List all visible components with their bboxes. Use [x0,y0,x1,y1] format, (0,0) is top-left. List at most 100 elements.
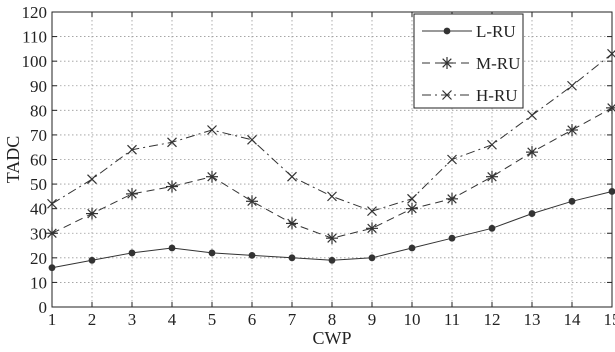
marker-stroke [487,171,497,182]
y-tick-label: 100 [22,52,48,71]
data-point [326,232,338,245]
data-point [288,254,296,262]
x-tick-label: 1 [48,310,57,329]
x-tick-label: 15 [604,310,615,329]
data-point [206,170,218,183]
x-tick-label: 6 [248,310,257,329]
series-line [51,53,613,212]
x-tick-label: 2 [88,310,97,329]
data-point [287,171,297,182]
series-lines [46,48,615,272]
marker-stroke [47,198,57,209]
data-point [87,174,97,185]
data-point [528,210,536,217]
marker-stroke [327,233,337,243]
x-tick-label: 12 [484,310,501,329]
x-axis-title: CWP [312,328,351,348]
data-point [247,134,257,145]
data-point [446,192,458,205]
data-point [606,101,615,114]
series-2 [47,48,615,217]
data-point [168,244,176,252]
data-point [166,180,178,193]
data-point [608,188,615,195]
y-tick-label: 70 [30,126,47,145]
marker-stroke [567,80,577,91]
marker-stroke [442,58,452,68]
data-point [48,264,56,272]
x-tick-label: 5 [208,310,217,329]
legend-label: L-RU [476,22,516,41]
data-point [127,144,137,155]
data-point [368,254,376,262]
marker-stroke [287,218,297,229]
data-point [47,198,57,209]
data-point [526,146,538,159]
series-1 [46,101,615,245]
x-tick-label: 10 [404,310,421,329]
marker-stroke [447,194,457,204]
legend: L-RU M-RU H-RU [413,13,524,109]
marker-stroke [87,208,97,219]
legend-box [413,13,524,109]
data-point [487,139,497,150]
data-point [447,154,457,165]
marker-stroke [247,134,257,145]
marker-stroke [127,189,137,199]
marker-stroke [367,223,377,234]
data-point [607,48,615,59]
data-point [527,110,537,121]
x-tick-label: 7 [288,310,297,329]
marker-stroke [47,228,57,238]
y-tick-label: 10 [30,273,47,292]
data-point [407,193,417,204]
legend-item: H-RU [422,86,518,105]
y-tick-label: 30 [30,224,47,243]
series-0 [48,188,615,272]
marker-stroke [87,174,97,185]
data-point [408,244,416,252]
data-point [567,80,577,91]
y-tick-label: 110 [22,28,47,47]
x-tick-label: 4 [168,310,177,329]
data-point [126,187,138,200]
data-point [486,170,498,183]
data-point [286,217,298,230]
data-point [366,222,378,235]
legend-item: M-RU [422,54,520,73]
data-point [566,124,578,136]
data-point [367,206,377,217]
data-point [443,27,451,35]
data-point [441,57,453,69]
data-point [207,125,217,135]
legend-item: L-RU [422,22,516,41]
data-point [167,137,177,148]
y-tick-label: 50 [30,175,47,194]
x-tick-label: 11 [444,310,460,329]
data-point [46,227,58,240]
marker-stroke [407,203,417,214]
y-tick-label: 60 [30,151,47,170]
x-tick-label: 8 [328,310,337,329]
marker-stroke [442,90,452,100]
y-tick-label: 80 [30,101,47,120]
data-point [128,249,136,257]
x-tick-label: 13 [524,310,541,329]
marker-stroke [247,196,257,207]
y-tick-label: 90 [30,77,47,96]
marker-stroke [327,191,337,202]
y-tick-label: 0 [39,298,48,317]
data-point [406,202,418,215]
marker-stroke [447,154,457,165]
data-point [568,197,576,205]
data-point [328,256,336,264]
marker-stroke [207,171,217,182]
data-point [88,256,96,264]
y-axis-title: TADC [3,136,23,184]
data-point [208,249,216,257]
marker-stroke [207,125,217,135]
marker-stroke [407,193,417,204]
marker-stroke [487,139,497,150]
